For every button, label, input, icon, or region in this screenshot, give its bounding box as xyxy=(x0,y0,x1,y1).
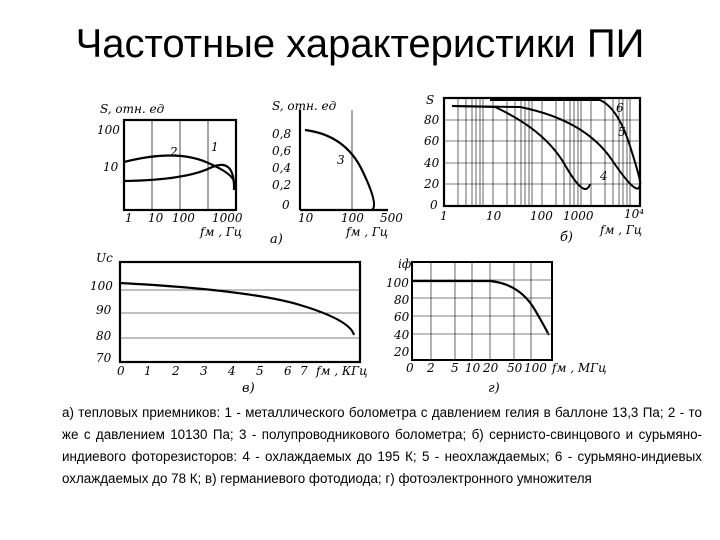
v-ytick: 100 xyxy=(90,279,113,293)
v-xtick: 5 xyxy=(256,364,264,378)
a2-xtick: 10 xyxy=(298,211,314,225)
a2-ytick: 0,4 xyxy=(272,161,291,175)
a1-xtick: 10 xyxy=(148,211,164,225)
a1-xtick: 100 xyxy=(172,211,195,225)
b-xlabel: fм , Гц xyxy=(599,223,642,237)
panel-v-label: в) xyxy=(242,381,255,396)
figure-caption: а) тепловых приемников: 1 - металлическо… xyxy=(62,405,702,486)
panel-a2-graph xyxy=(298,110,388,212)
germanium-photodiode-curve xyxy=(119,281,356,336)
g-ytick: 100 xyxy=(386,276,409,290)
v-xlabel: fм , КГц xyxy=(315,364,367,378)
a1-curve-label: 1 xyxy=(211,140,219,154)
a1-ytick: 10 xyxy=(103,160,119,174)
panel-b-label: б) xyxy=(560,230,573,245)
v-ytick: 70 xyxy=(96,351,112,365)
a1-ytick: 100 xyxy=(97,123,120,137)
g-ytick: 80 xyxy=(394,293,410,307)
g-ytick: 40 xyxy=(393,328,410,342)
b-ytick: 0 xyxy=(430,198,438,212)
b-ytick: 60 xyxy=(424,134,440,148)
frequency-characteristics-figure: S, отн. ед 100 10 1 10 100 1000 fм , Гц … xyxy=(90,93,644,396)
b-curve-label: 5 xyxy=(618,125,626,139)
g-xtick: 20 xyxy=(482,361,499,375)
g-xtick: 0 xyxy=(406,361,414,375)
v-xtick: 1 xyxy=(144,364,152,378)
v-ytick: 90 xyxy=(96,303,112,317)
a2-xtick: 100 xyxy=(341,211,364,225)
a1-ylabel: S, отн. ед xyxy=(100,102,165,116)
curve-5 xyxy=(451,105,641,190)
panel-v-graph xyxy=(118,260,362,364)
a2-ytick: 0 xyxy=(282,198,290,212)
curve-1 xyxy=(123,163,236,191)
b-xtick: 1000 xyxy=(563,209,594,223)
curve-3 xyxy=(304,128,376,211)
b-ytick: 20 xyxy=(423,177,440,191)
g-xtick: 50 xyxy=(507,361,523,375)
b-xtick: 10 xyxy=(486,209,502,223)
v-xtick: 6 xyxy=(284,364,292,378)
a1-xtick: 1 xyxy=(125,211,133,225)
g-xlabel: fм , МГц xyxy=(551,361,606,375)
g-xtick: 100 xyxy=(524,361,547,375)
b-xtick: 10⁴ xyxy=(624,207,644,221)
g-ylabel: iф xyxy=(398,257,411,271)
panel-g-graph xyxy=(411,261,553,361)
v-xtick: 7 xyxy=(300,364,308,378)
g-xtick: 2 xyxy=(426,361,435,375)
panel-b-graph xyxy=(442,96,642,208)
curve-2 xyxy=(123,154,236,186)
v-ytick: 80 xyxy=(96,329,112,343)
a2-ytick: 0,2 xyxy=(272,178,291,192)
a2-xlabel: fм , Гц xyxy=(345,225,388,239)
v-ylabel: Uс xyxy=(96,251,113,265)
b-ytick: 40 xyxy=(423,156,440,170)
panel-g-label: г) xyxy=(488,381,500,396)
b-ylabel: S xyxy=(426,93,434,107)
v-xtick: 0 xyxy=(117,364,125,378)
g-ytick: 20 xyxy=(393,345,410,359)
a2-ylabel: S, отн. ед xyxy=(272,99,337,113)
curve-6 xyxy=(490,99,642,185)
a2-ytick: 0,8 xyxy=(272,127,291,141)
v-xtick: 3 xyxy=(200,364,208,378)
g-xtick: 10 xyxy=(465,361,481,375)
a2-curve-label: 3 xyxy=(337,153,345,167)
b-curve-label: 6 xyxy=(616,101,624,115)
v-xtick: 4 xyxy=(227,364,236,378)
panel-a1-graph xyxy=(122,118,238,212)
panel-a-label: а) xyxy=(270,232,283,247)
a1-xtick: 1000 xyxy=(212,211,243,225)
b-xtick: 1 xyxy=(440,209,448,223)
a1-xlabel: fм , Гц xyxy=(199,225,242,239)
curve-4 xyxy=(451,105,591,190)
a1-curve-label: 2 xyxy=(169,145,178,159)
photomultiplier-curve xyxy=(412,279,550,336)
a2-ytick: 0,6 xyxy=(272,144,291,158)
slide-title: Частотные характеристики ПИ xyxy=(75,22,645,66)
v-xtick: 2 xyxy=(171,364,180,378)
g-ytick: 60 xyxy=(394,310,410,324)
b-curve-label: 4 xyxy=(599,169,608,183)
g-xtick: 5 xyxy=(451,361,459,375)
a2-xtick: 500 xyxy=(380,211,403,225)
b-ytick: 80 xyxy=(424,113,440,127)
b-xtick: 100 xyxy=(530,209,553,223)
